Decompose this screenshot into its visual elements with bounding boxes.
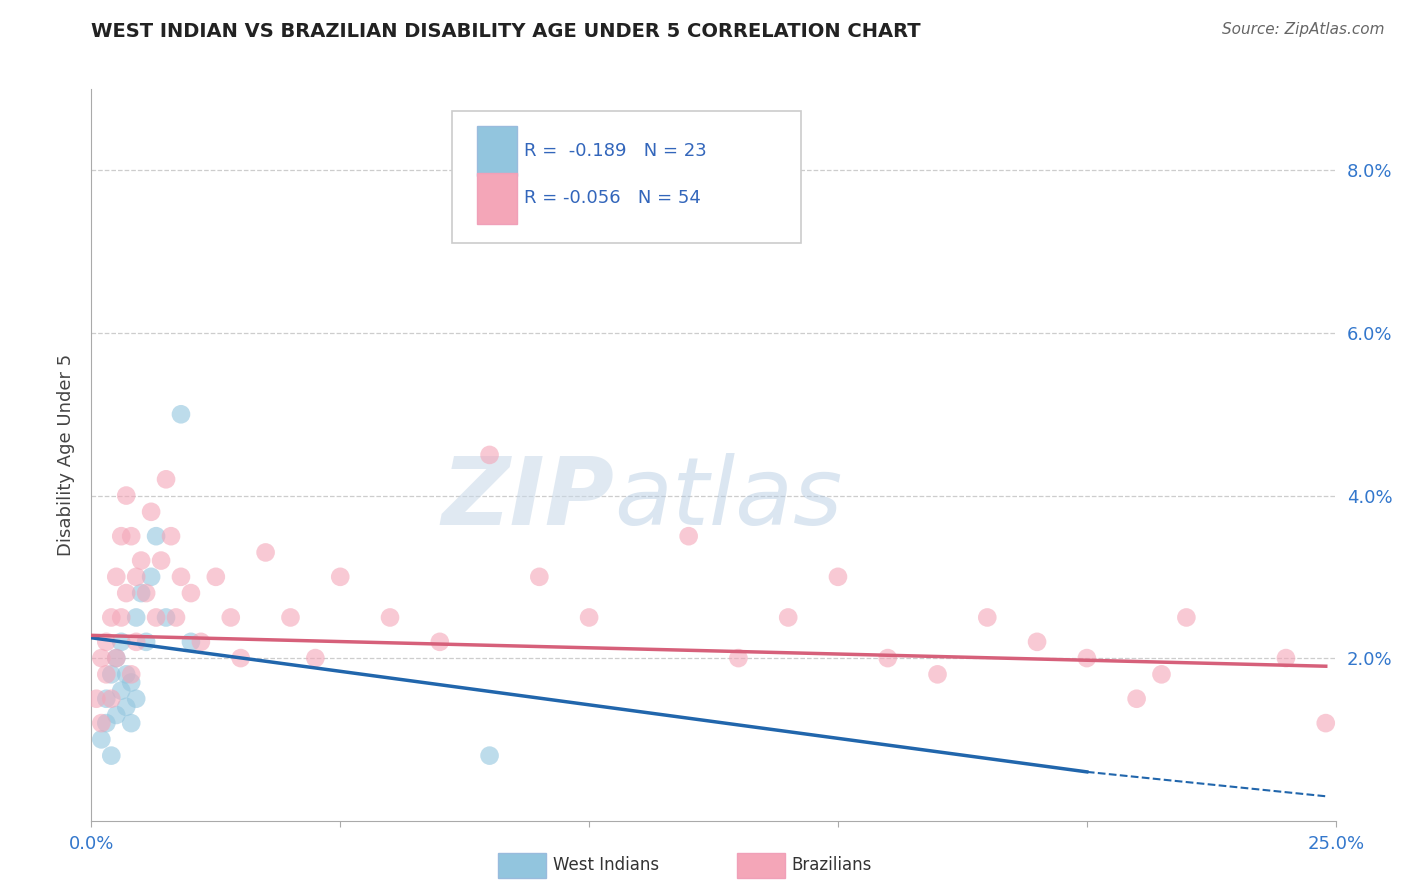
Point	[827, 570, 849, 584]
Point	[120, 716, 142, 731]
Point	[110, 635, 132, 649]
FancyBboxPatch shape	[477, 126, 517, 177]
Point	[115, 489, 138, 503]
Point	[105, 651, 128, 665]
Point	[578, 610, 600, 624]
Point	[90, 732, 112, 747]
Point	[155, 472, 177, 486]
Point	[115, 586, 138, 600]
Point	[129, 553, 152, 567]
Point	[229, 651, 252, 665]
Point	[1076, 651, 1098, 665]
Point	[110, 683, 132, 698]
Point	[976, 610, 998, 624]
Point	[1026, 635, 1049, 649]
Point	[115, 699, 138, 714]
Point	[429, 635, 451, 649]
Text: ZIP: ZIP	[441, 453, 614, 545]
Point	[86, 691, 108, 706]
Text: West Indians: West Indians	[553, 856, 658, 874]
Point	[1175, 610, 1198, 624]
Point	[678, 529, 700, 543]
Point	[90, 716, 112, 731]
Point	[139, 505, 162, 519]
Point	[304, 651, 326, 665]
Point	[105, 651, 128, 665]
Point	[96, 667, 118, 681]
Point	[190, 635, 212, 649]
Point	[100, 610, 122, 624]
FancyBboxPatch shape	[477, 173, 517, 224]
Point	[125, 691, 148, 706]
Point	[478, 448, 501, 462]
Point	[478, 748, 501, 763]
Point	[778, 610, 800, 624]
Point	[1315, 716, 1337, 731]
Point	[115, 667, 138, 681]
Point	[876, 651, 898, 665]
Point	[1150, 667, 1173, 681]
Text: R = -0.056   N = 54: R = -0.056 N = 54	[524, 189, 702, 207]
Point	[105, 708, 128, 723]
Text: atlas: atlas	[614, 453, 842, 544]
Point	[150, 553, 173, 567]
Point	[96, 716, 118, 731]
Point	[205, 570, 228, 584]
Text: Brazilians: Brazilians	[792, 856, 872, 874]
Text: Source: ZipAtlas.com: Source: ZipAtlas.com	[1222, 22, 1385, 37]
Point	[105, 570, 128, 584]
Text: R =  -0.189   N = 23: R = -0.189 N = 23	[524, 142, 707, 160]
Point	[100, 691, 122, 706]
Point	[727, 651, 749, 665]
Point	[110, 529, 132, 543]
Point	[135, 635, 157, 649]
Point	[90, 651, 112, 665]
Point	[170, 570, 193, 584]
Point	[1275, 651, 1298, 665]
Point	[145, 529, 167, 543]
Point	[1125, 691, 1147, 706]
Point	[180, 586, 202, 600]
Point	[110, 610, 132, 624]
Point	[96, 635, 118, 649]
Point	[254, 545, 277, 559]
Point	[280, 610, 302, 624]
Point	[96, 691, 118, 706]
FancyBboxPatch shape	[453, 112, 800, 243]
Point	[125, 570, 148, 584]
Point	[120, 529, 142, 543]
Point	[100, 748, 122, 763]
Point	[125, 635, 148, 649]
Point	[160, 529, 183, 543]
Point	[329, 570, 352, 584]
Point	[135, 586, 157, 600]
Point	[529, 570, 551, 584]
Point	[139, 570, 162, 584]
Point	[129, 586, 152, 600]
Point	[125, 610, 148, 624]
Text: WEST INDIAN VS BRAZILIAN DISABILITY AGE UNDER 5 CORRELATION CHART: WEST INDIAN VS BRAZILIAN DISABILITY AGE …	[91, 22, 921, 41]
Y-axis label: Disability Age Under 5: Disability Age Under 5	[56, 354, 75, 556]
Point	[155, 610, 177, 624]
Point	[100, 667, 122, 681]
Point	[120, 675, 142, 690]
Point	[145, 610, 167, 624]
Point	[170, 407, 193, 421]
Point	[120, 667, 142, 681]
Point	[219, 610, 242, 624]
Point	[180, 635, 202, 649]
Point	[927, 667, 949, 681]
Point	[378, 610, 401, 624]
Point	[165, 610, 187, 624]
